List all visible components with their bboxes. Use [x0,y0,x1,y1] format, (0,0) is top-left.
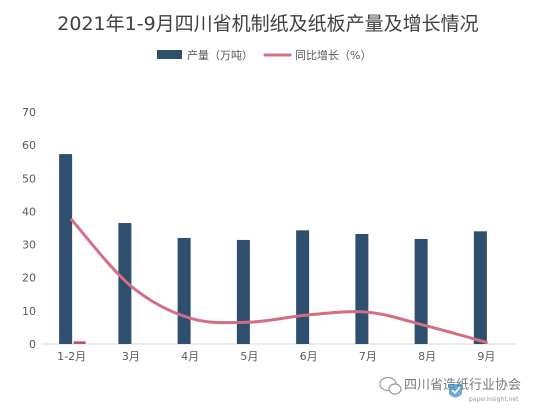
y-tick-label: 40 [22,205,36,218]
bar [118,223,132,344]
y-tick-label: 30 [22,239,36,252]
small-marker-bar [73,341,86,344]
y-tick-label: 20 [22,272,36,285]
watermark: 四川省造纸行业协会 paperinsight.net [379,376,521,403]
chart-title: 2021年1-9月四川省机制纸及纸板产量及增长情况 [57,13,478,35]
x-tick-label: 4月 [181,350,199,363]
bars [59,154,487,344]
x-tick-label: 6月 [300,350,318,363]
bar [355,233,369,344]
x-tick-label: 8月 [418,350,436,363]
x-tick-label: 7月 [359,350,377,363]
y-tick-label: 0 [29,338,36,351]
y-tick-label: 10 [22,305,36,318]
legend-label-production: 产量（万吨） [187,48,253,62]
bar [236,239,250,344]
growth-line [70,218,488,344]
x-axis: 1-2月 3月 4月 5月 6月 7月 8月 9月 [57,350,495,363]
legend-swatch-bar [157,50,182,59]
y-axis: 0 10 20 30 40 50 60 70 [22,106,36,351]
bar [59,154,73,344]
watermark-url: paperinsight.net [469,396,519,403]
bar [414,238,428,344]
y-tick-label: 60 [22,139,36,152]
watermark-text: 四川省造纸行业协会 [404,378,521,393]
x-tick-label: 3月 [122,350,140,363]
bar [177,237,191,344]
bar [473,231,487,344]
y-tick-label: 50 [22,172,36,185]
x-tick-label: 5月 [240,350,258,363]
legend: 产量（万吨） 同比增长（%） [157,48,371,62]
legend-label-growth: 同比增长（%） [295,48,371,62]
y-tick-label: 70 [22,106,36,119]
shield-logo-icon [449,384,462,398]
wechat-icon [379,376,402,395]
x-tick-label: 9月 [477,350,495,363]
bar [296,230,310,344]
x-tick-label: 1-2月 [57,350,86,363]
